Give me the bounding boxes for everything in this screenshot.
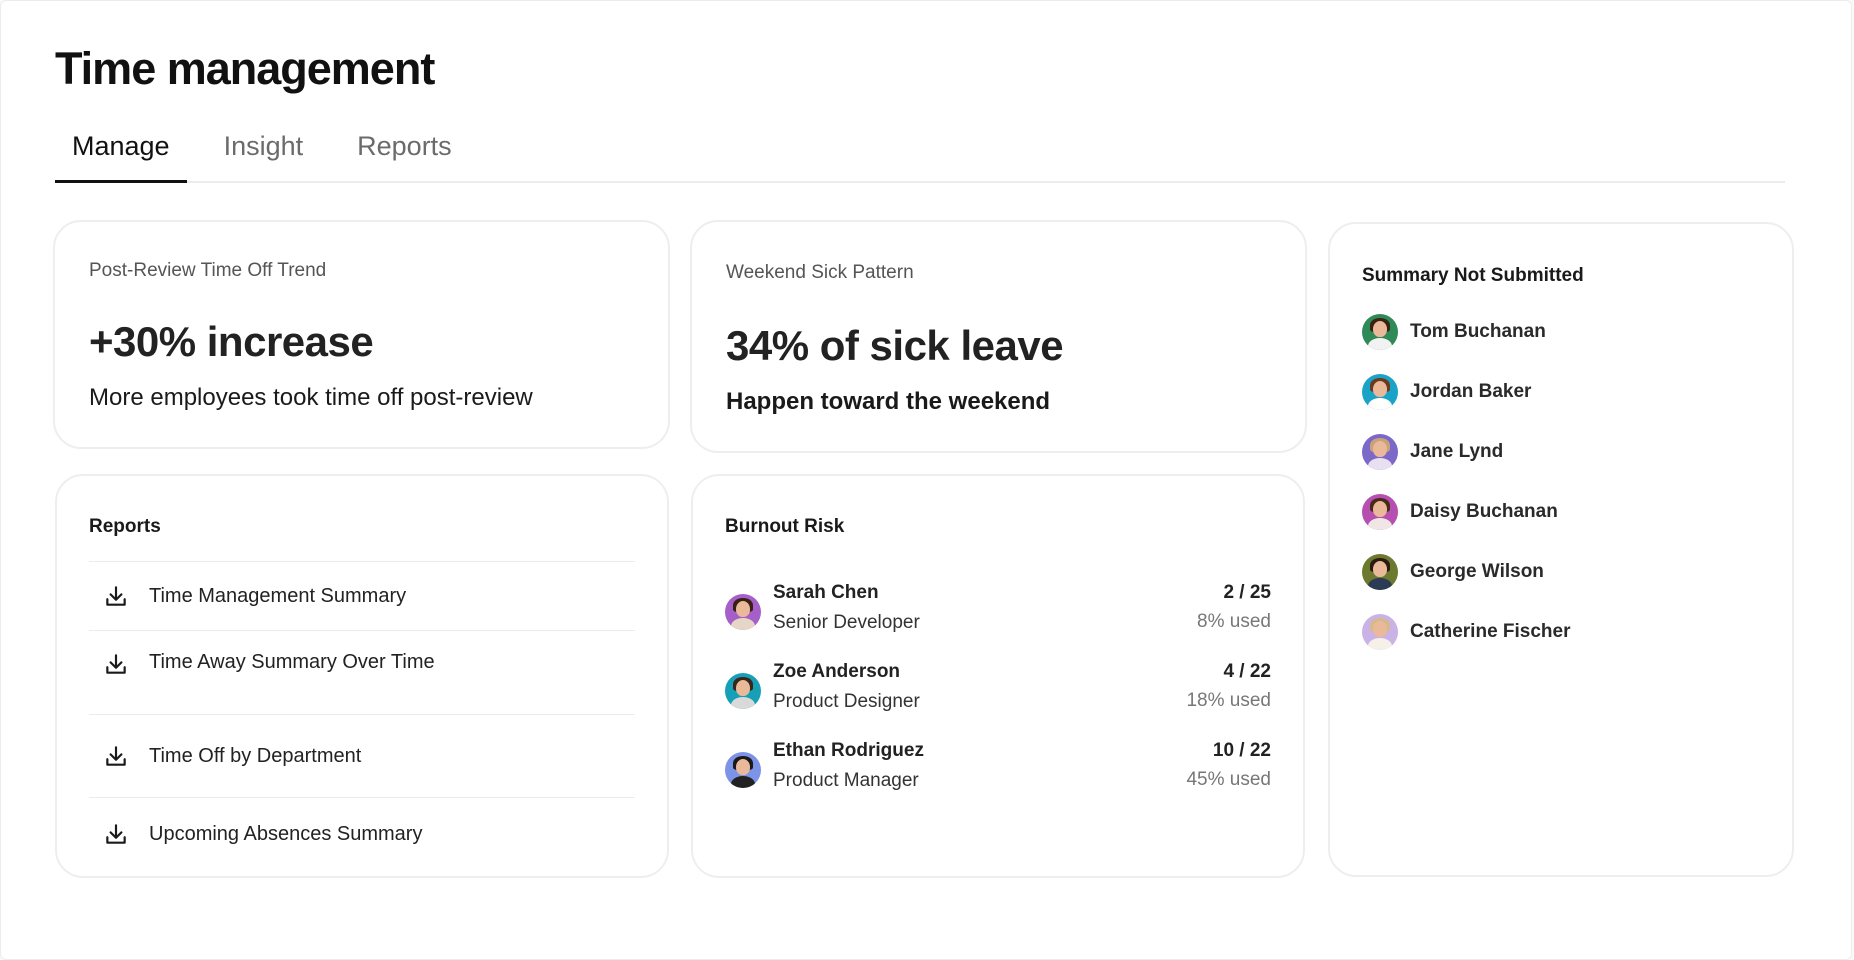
reports-card: Reports Time Management Summary Time Awa… bbox=[55, 474, 669, 878]
tab-manage[interactable]: Manage bbox=[55, 119, 187, 183]
report-item-time-management-summary[interactable]: Time Management Summary bbox=[89, 561, 635, 630]
person-row[interactable]: George Wilson bbox=[1362, 552, 1544, 592]
burnout-used: 45% used bbox=[1186, 769, 1271, 790]
tab-insight[interactable]: Insight bbox=[223, 131, 304, 161]
sick-pattern-card: Weekend Sick Pattern 34% of sick leave H… bbox=[690, 220, 1307, 453]
report-item-label: Upcoming Absences Summary bbox=[149, 822, 423, 845]
download-icon bbox=[106, 824, 126, 844]
trend-description: More employees took time off post-review bbox=[89, 384, 533, 411]
sick-label: Weekend Sick Pattern bbox=[726, 262, 914, 283]
burnout-role: Product Designer bbox=[773, 691, 920, 712]
avatar bbox=[1362, 614, 1398, 650]
report-item-label: Time Away Summary Over Time bbox=[149, 651, 435, 673]
avatar bbox=[725, 752, 761, 788]
burnout-title: Burnout Risk bbox=[725, 516, 845, 537]
trend-value: +30% increase bbox=[89, 318, 374, 365]
download-icon bbox=[106, 654, 126, 674]
sick-description: Happen toward the weekend bbox=[726, 388, 1051, 415]
person-row[interactable]: Jordan Baker bbox=[1362, 372, 1531, 412]
person-name: George Wilson bbox=[1410, 561, 1544, 582]
trend-card: Post-Review Time Off Trend +30% increase… bbox=[53, 220, 670, 449]
person-row[interactable]: Jane Lynd bbox=[1362, 432, 1503, 472]
summary-not-submitted-card: Summary Not Submitted Tom Buchanan Jordan… bbox=[1328, 222, 1794, 877]
burnout-role: Senior Developer bbox=[773, 612, 920, 633]
burnout-row[interactable]: Zoe Anderson Product Designer 4 / 22 18% us… bbox=[725, 661, 1271, 717]
summary-title: Summary Not Submitted bbox=[1362, 265, 1584, 286]
report-item-time-away-summary[interactable]: Time Away Summary Over Time bbox=[89, 630, 635, 714]
burnout-count: 2 / 25 bbox=[1223, 582, 1271, 603]
burnout-count: 4 / 22 bbox=[1223, 661, 1271, 682]
report-item-time-off-by-department[interactable]: Time Off by Department bbox=[89, 714, 635, 797]
burnout-name: Zoe Anderson bbox=[773, 661, 901, 682]
avatar bbox=[1362, 314, 1398, 350]
burnout-name: Ethan Rodriguez bbox=[773, 740, 924, 761]
report-item-label: Time Off by Department bbox=[149, 744, 362, 767]
person-name: Jordan Baker bbox=[1410, 381, 1532, 402]
sick-value: 34% of sick leave bbox=[726, 322, 1064, 369]
burnout-used: 18% used bbox=[1186, 690, 1271, 711]
burnout-count: 10 / 22 bbox=[1212, 740, 1271, 761]
page-title: Time management bbox=[55, 43, 435, 94]
avatar bbox=[725, 594, 761, 630]
avatar bbox=[1362, 434, 1398, 470]
avatar bbox=[725, 673, 761, 709]
person-row[interactable]: Tom Buchanan bbox=[1362, 312, 1546, 352]
avatar bbox=[1362, 554, 1398, 590]
person-name: Daisy Buchanan bbox=[1410, 501, 1558, 522]
person-row[interactable]: Daisy Buchanan bbox=[1362, 492, 1558, 532]
tab-bar: Manage Insight Reports bbox=[55, 119, 1785, 183]
download-icon bbox=[106, 746, 126, 766]
avatar bbox=[1362, 374, 1398, 410]
person-name: Catherine Fischer bbox=[1410, 621, 1571, 642]
avatar bbox=[1362, 494, 1398, 530]
download-icon bbox=[106, 586, 126, 606]
burnout-used: 8% used bbox=[1197, 611, 1271, 632]
burnout-name: Sarah Chen bbox=[773, 582, 879, 603]
burnout-role: Product Manager bbox=[773, 770, 919, 791]
person-name: Jane Lynd bbox=[1410, 441, 1504, 462]
trend-label: Post-Review Time Off Trend bbox=[89, 260, 327, 281]
report-item-upcoming-absences-summary[interactable]: Upcoming Absences Summary bbox=[89, 797, 635, 870]
burnout-risk-card: Burnout Risk Sarah Chen Senior Developer 2… bbox=[691, 474, 1305, 878]
report-item-label: Time Management Summary bbox=[149, 584, 407, 607]
tab-reports[interactable]: Reports bbox=[357, 131, 452, 161]
person-name: Tom Buchanan bbox=[1410, 321, 1546, 342]
burnout-row[interactable]: Ethan Rodriguez Product Manager 10 / 22 45%… bbox=[725, 740, 1271, 796]
burnout-row[interactable]: Sarah Chen Senior Developer 2 / 25 8% used bbox=[725, 582, 1271, 638]
person-row[interactable]: Catherine Fischer bbox=[1362, 612, 1571, 652]
reports-title: Reports bbox=[89, 516, 161, 537]
